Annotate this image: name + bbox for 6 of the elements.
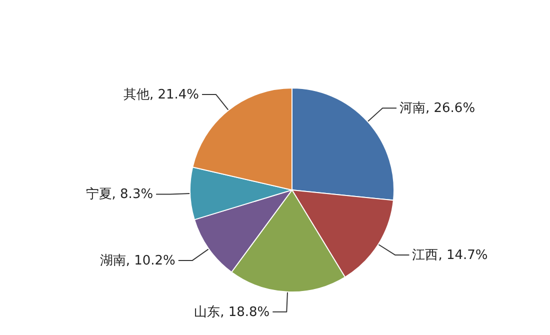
slice-label: 其他, 21.4%	[123, 88, 200, 103]
slice-label: 山东, 18.8%	[194, 304, 270, 320]
slice-label: 宁夏, 8.3%	[86, 186, 154, 202]
slice-label: 河南, 26.6%	[399, 101, 476, 116]
slice-label: 湖南, 10.2%	[100, 253, 176, 268]
slice-label: 江西, 14.7%	[412, 248, 488, 264]
